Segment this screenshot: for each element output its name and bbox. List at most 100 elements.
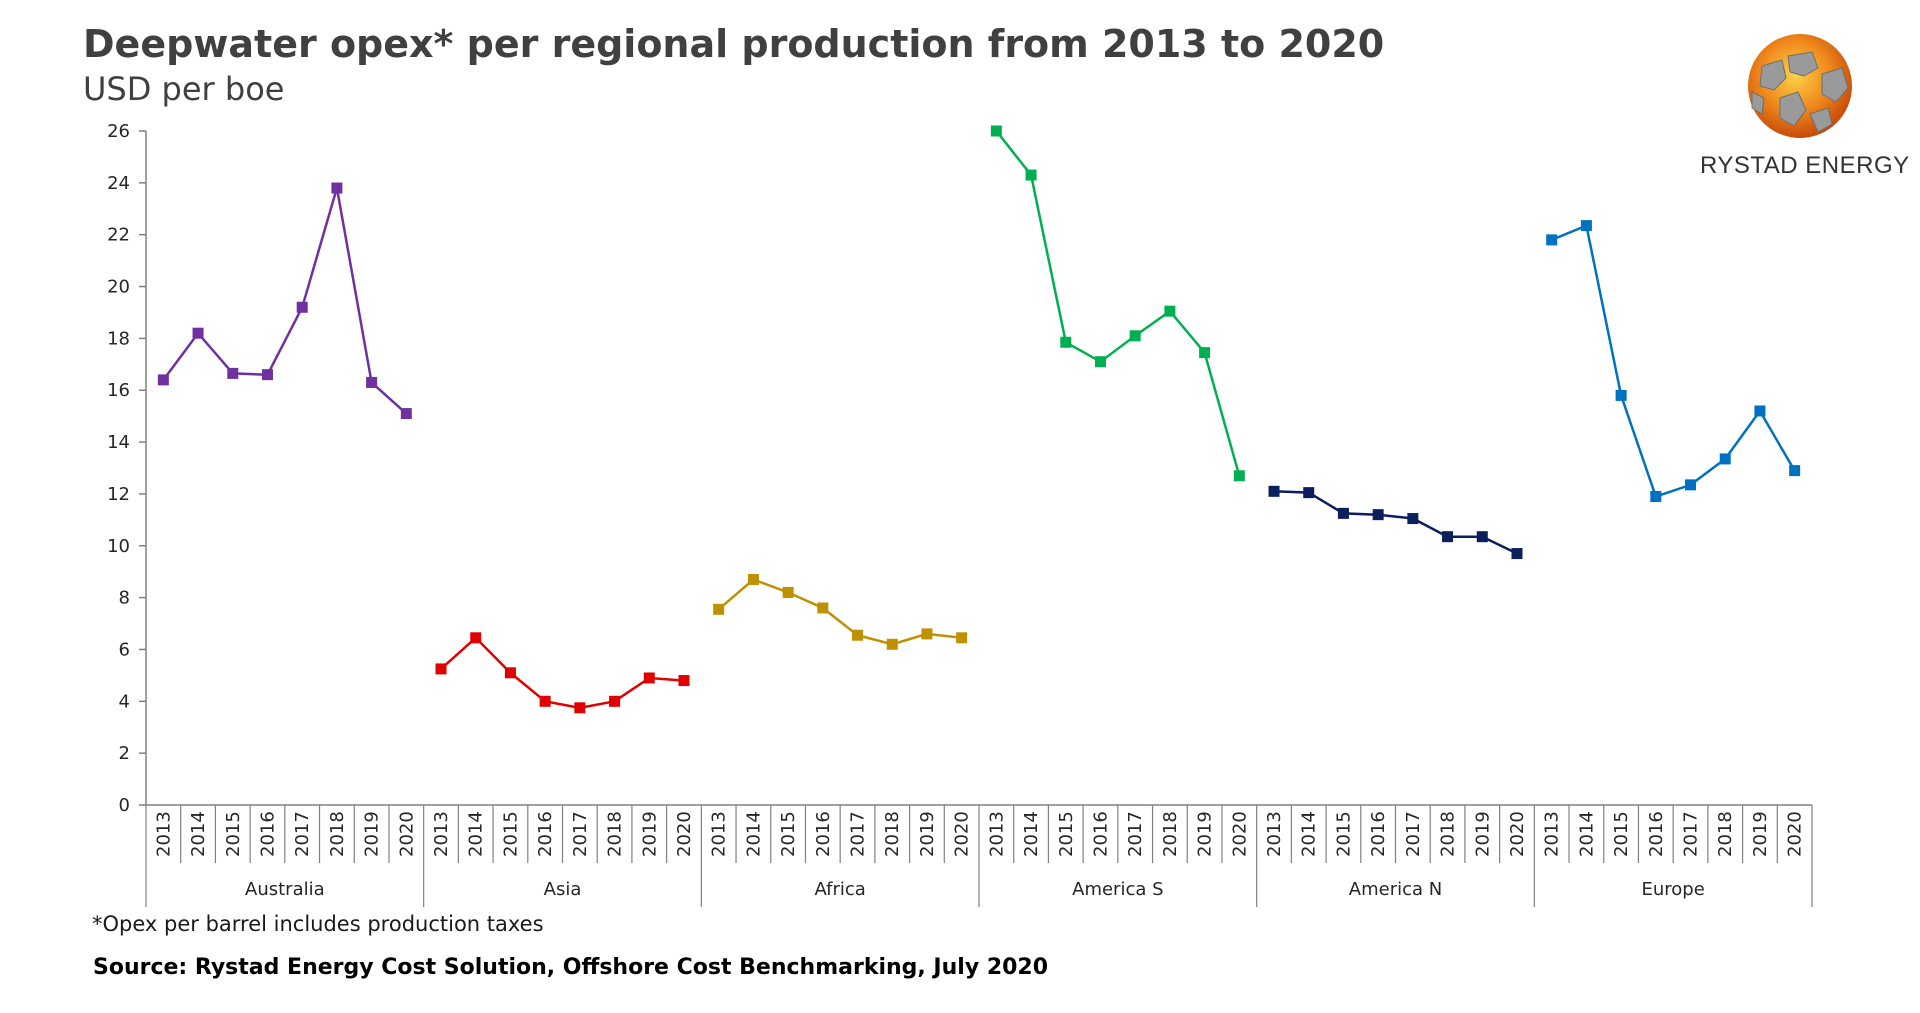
x-tick-label: 2020	[1229, 811, 1250, 857]
series-america-s	[990, 125, 1245, 482]
data-point	[470, 632, 482, 644]
data-point	[747, 573, 759, 585]
data-point	[261, 369, 273, 381]
x-tick-label: 2019	[917, 811, 938, 857]
data-point	[504, 667, 516, 679]
category-label: Asia	[544, 879, 582, 900]
y-tick-label: 14	[107, 432, 130, 453]
category-label: Africa	[814, 879, 865, 900]
y-tick-label: 12	[107, 484, 130, 505]
data-point	[1164, 305, 1176, 317]
data-point	[1337, 507, 1349, 519]
x-tick-label: 2015	[1333, 811, 1354, 857]
data-point	[1650, 491, 1662, 503]
y-tick-label: 16	[107, 380, 130, 401]
data-point	[921, 628, 933, 640]
x-tick-label: 2019	[639, 811, 660, 857]
x-tick-label: 2016	[257, 811, 278, 857]
data-point	[852, 629, 864, 641]
data-point	[539, 695, 551, 707]
data-point	[400, 408, 412, 420]
data-point	[1476, 531, 1488, 543]
y-tick-label: 4	[119, 691, 130, 712]
data-point	[609, 695, 621, 707]
chart-subtitle: USD per boe	[83, 70, 285, 108]
data-point	[192, 327, 204, 339]
data-point	[1407, 513, 1419, 525]
data-point	[296, 301, 308, 313]
data-point	[713, 603, 725, 615]
series-america-n	[1268, 485, 1523, 560]
data-point	[1719, 453, 1731, 465]
x-tick-label: 2013	[431, 811, 452, 857]
x-tick-label: 2014	[1021, 811, 1042, 857]
x-tick-label: 2014	[466, 811, 487, 857]
category-label: America S	[1072, 879, 1163, 900]
x-tick-label: 2014	[743, 811, 764, 857]
x-tick-label: 2018	[1438, 811, 1459, 857]
data-point	[1546, 234, 1558, 246]
category-label: Australia	[245, 879, 325, 900]
y-tick-label: 0	[119, 795, 130, 816]
y-tick-label: 24	[107, 173, 130, 194]
data-point	[990, 125, 1002, 137]
x-tick-label: 2020	[952, 811, 973, 857]
x-tick-label: 2015	[500, 811, 521, 857]
rystad-globe-logo-icon	[1748, 34, 1852, 138]
data-point	[1268, 485, 1280, 497]
x-tick-label: 2013	[153, 811, 174, 857]
x-tick-label: 2014	[188, 811, 209, 857]
data-point	[1094, 356, 1106, 368]
series-australia	[157, 182, 412, 420]
data-point	[1442, 531, 1454, 543]
y-tick-label: 26	[107, 121, 130, 142]
x-tick-label: 2015	[223, 811, 244, 857]
source-note: Source: Rystad Energy Cost Solution, Off…	[93, 955, 1049, 980]
data-point	[1060, 336, 1072, 348]
x-tick-label: 2015	[1056, 811, 1077, 857]
data-point	[1233, 470, 1245, 482]
x-tick-label: 2018	[1715, 811, 1736, 857]
x-tick-label: 2016	[813, 811, 834, 857]
x-tick-label: 2019	[1195, 811, 1216, 857]
x-tick-label: 2017	[1125, 811, 1146, 857]
x-tick-label: 2020	[1507, 811, 1528, 857]
data-point	[1303, 487, 1315, 499]
x-tick-label: 2017	[1403, 811, 1424, 857]
x-tick-label: 2020	[674, 811, 695, 857]
y-tick-label: 2	[119, 743, 130, 764]
x-tick-label: 2017	[292, 811, 313, 857]
x-tick-label: 2016	[1646, 811, 1667, 857]
y-tick-label: 10	[107, 536, 130, 557]
category-label: Europe	[1642, 879, 1705, 900]
data-point	[817, 602, 829, 614]
data-point	[1580, 220, 1592, 232]
series-line	[440, 636, 685, 710]
x-tick-label: 2016	[1090, 811, 1111, 857]
x-tick-label: 2013	[709, 811, 730, 857]
data-point	[1615, 389, 1627, 401]
data-point	[1025, 169, 1037, 181]
data-point	[782, 586, 794, 598]
category-label: America N	[1349, 879, 1442, 900]
data-point	[1754, 405, 1766, 417]
x-tick-label: 2016	[535, 811, 556, 857]
series-line	[995, 130, 1241, 477]
x-tick-label: 2019	[1750, 811, 1771, 857]
chart-series	[157, 125, 1801, 714]
y-tick-label: 18	[107, 328, 130, 349]
x-tick-label: 2019	[1472, 811, 1493, 857]
data-point	[678, 675, 690, 687]
series-line	[162, 187, 408, 415]
data-point	[366, 376, 378, 388]
x-tick-label: 2015	[778, 811, 799, 857]
data-point	[1199, 347, 1211, 359]
data-point	[1685, 479, 1697, 491]
data-point	[331, 182, 343, 194]
series-line	[717, 578, 962, 646]
data-point	[435, 663, 447, 675]
data-point	[227, 367, 239, 379]
x-tick-label: 2018	[327, 811, 348, 857]
